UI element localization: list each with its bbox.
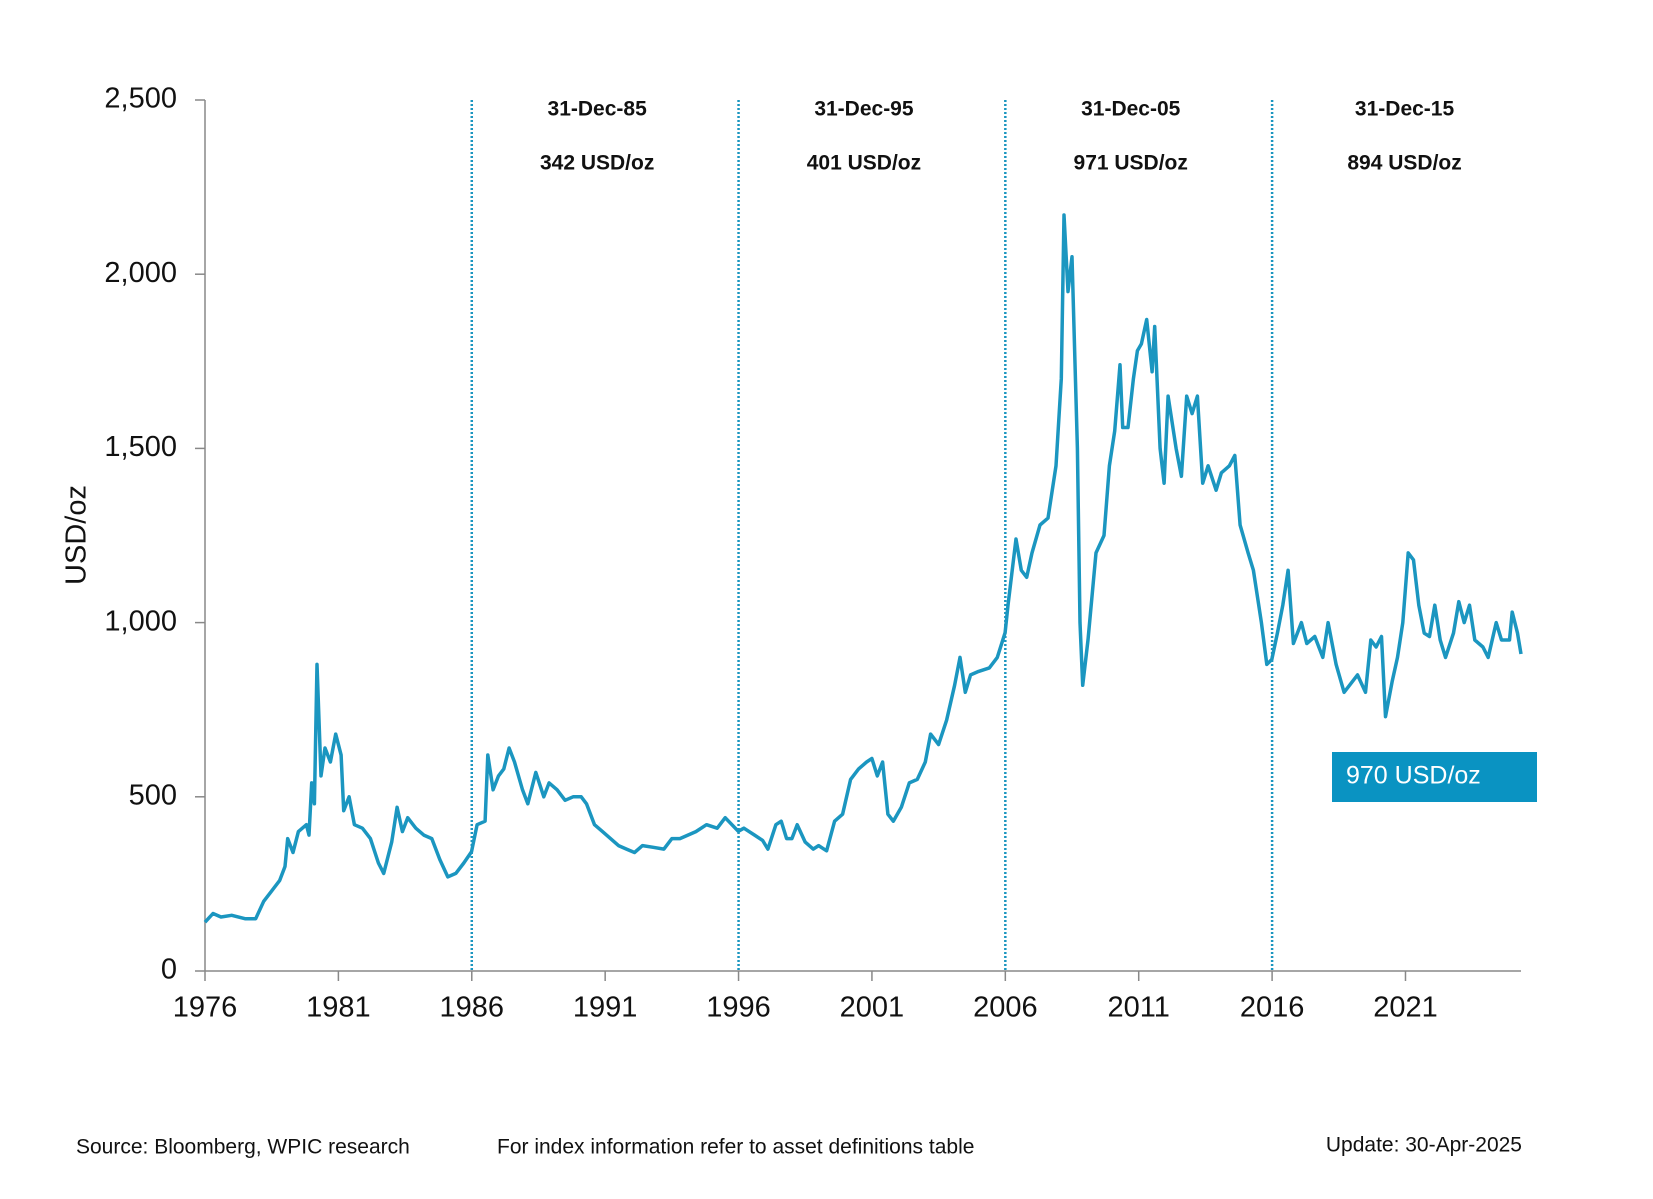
current-value-label: 970 USD/oz	[1346, 762, 1481, 790]
y-tick-label: 2,500	[104, 83, 177, 115]
x-tick-label: 1991	[573, 992, 638, 1024]
x-tick-label: 1976	[173, 992, 238, 1024]
y-tick-label: 0	[161, 954, 177, 986]
annotation-price: 971 USD/oz	[1074, 152, 1188, 175]
y-tick-label: 1,000	[104, 605, 177, 637]
note: For index information refer to asset def…	[497, 1136, 974, 1159]
annotation-date: 31-Dec-95	[814, 98, 914, 121]
y-tick-label: 2,000	[104, 257, 177, 289]
update: Update: 30-Apr-2025	[1326, 1134, 1522, 1157]
x-tick-label: 1996	[706, 992, 771, 1024]
y-tick-label: 1,500	[104, 431, 177, 463]
source: Source: Bloomberg, WPIC research	[76, 1136, 410, 1159]
x-tick-label: 1986	[440, 992, 505, 1024]
x-tick-label: 1981	[306, 992, 371, 1024]
x-tick-label: 2021	[1373, 992, 1438, 1024]
annotation-price: 342 USD/oz	[540, 152, 654, 175]
annotation-date: 31-Dec-05	[1081, 98, 1181, 121]
x-tick-label: 2016	[1240, 992, 1305, 1024]
x-tick-label: 2011	[1108, 992, 1170, 1024]
annotation-price: 894 USD/oz	[1347, 152, 1461, 175]
annotation-date: 31-Dec-15	[1355, 98, 1455, 121]
current-value-box	[1332, 752, 1537, 802]
y-tick-label: 500	[129, 779, 177, 811]
price-line	[203, 213, 1523, 924]
annotation-date: 31-Dec-85	[548, 98, 648, 121]
annotation-price: 401 USD/oz	[807, 152, 921, 175]
y-axis-title: USD/oz	[61, 485, 93, 585]
x-tick-label: 2006	[973, 992, 1038, 1024]
x-tick-label: 2001	[840, 992, 905, 1024]
